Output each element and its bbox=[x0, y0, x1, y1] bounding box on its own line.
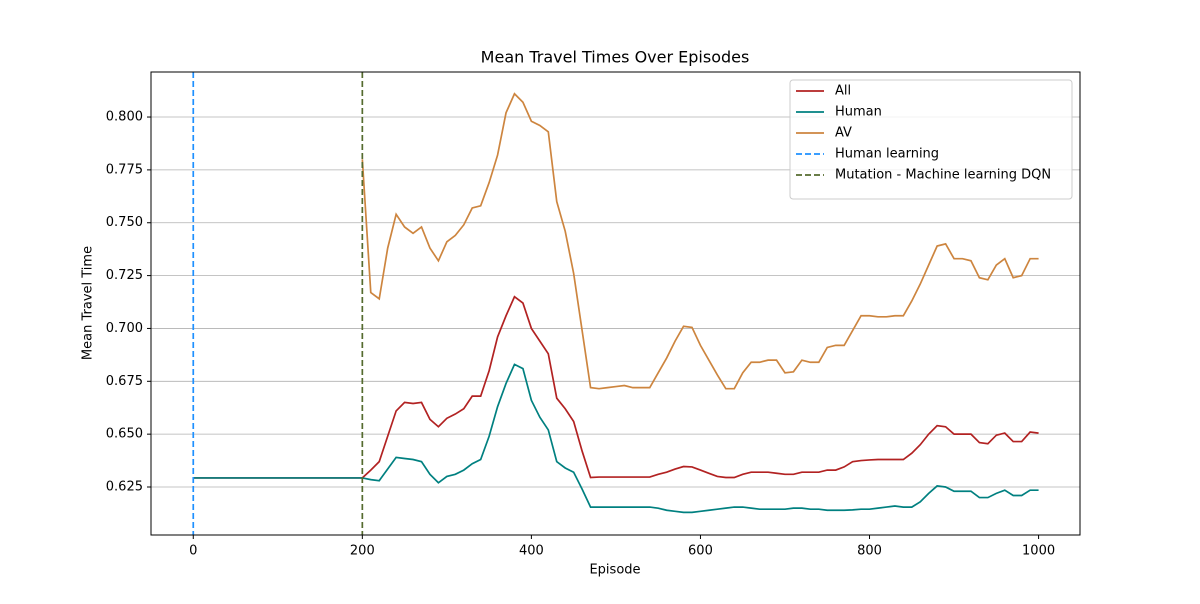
legend-label: All bbox=[835, 84, 851, 99]
legend-label: Human bbox=[835, 105, 882, 120]
y-tick-label: 0.650 bbox=[106, 427, 143, 442]
series-line bbox=[193, 363, 1039, 514]
legend-label: AV bbox=[835, 126, 852, 141]
x-tick-label: 800 bbox=[857, 544, 882, 559]
legend-label: Human learning bbox=[835, 147, 939, 162]
plot-frame bbox=[150, 71, 1081, 536]
legend-label: Mutation - Machine learning DQN bbox=[835, 168, 1051, 183]
x-tick-label: 600 bbox=[688, 544, 713, 559]
y-tick-label: 0.700 bbox=[106, 321, 143, 336]
x-tick-label: 0 bbox=[189, 544, 197, 559]
chart-title: Mean Travel Times Over Episodes bbox=[481, 48, 750, 67]
y-tick-label: 0.625 bbox=[106, 480, 143, 495]
y-axis-label: Mean Travel Time bbox=[81, 246, 96, 360]
series-line bbox=[193, 295, 1039, 479]
y-tick-label: 0.750 bbox=[106, 215, 143, 230]
y-tick-label: 0.775 bbox=[106, 162, 143, 177]
x-tick-label: 1000 bbox=[1022, 544, 1055, 559]
x-tick-label: 400 bbox=[519, 544, 544, 559]
series-line bbox=[361, 92, 1039, 390]
y-tick-label: 0.725 bbox=[106, 268, 143, 283]
legend-box bbox=[789, 79, 1073, 200]
y-tick-label: 0.675 bbox=[106, 374, 143, 389]
x-tick-label: 200 bbox=[350, 544, 375, 559]
x-axis-label: Episode bbox=[589, 563, 640, 578]
legend: All Human AV Human learning Mutation - Machi… bbox=[789, 79, 1073, 200]
y-tick-label: 0.800 bbox=[106, 110, 143, 125]
